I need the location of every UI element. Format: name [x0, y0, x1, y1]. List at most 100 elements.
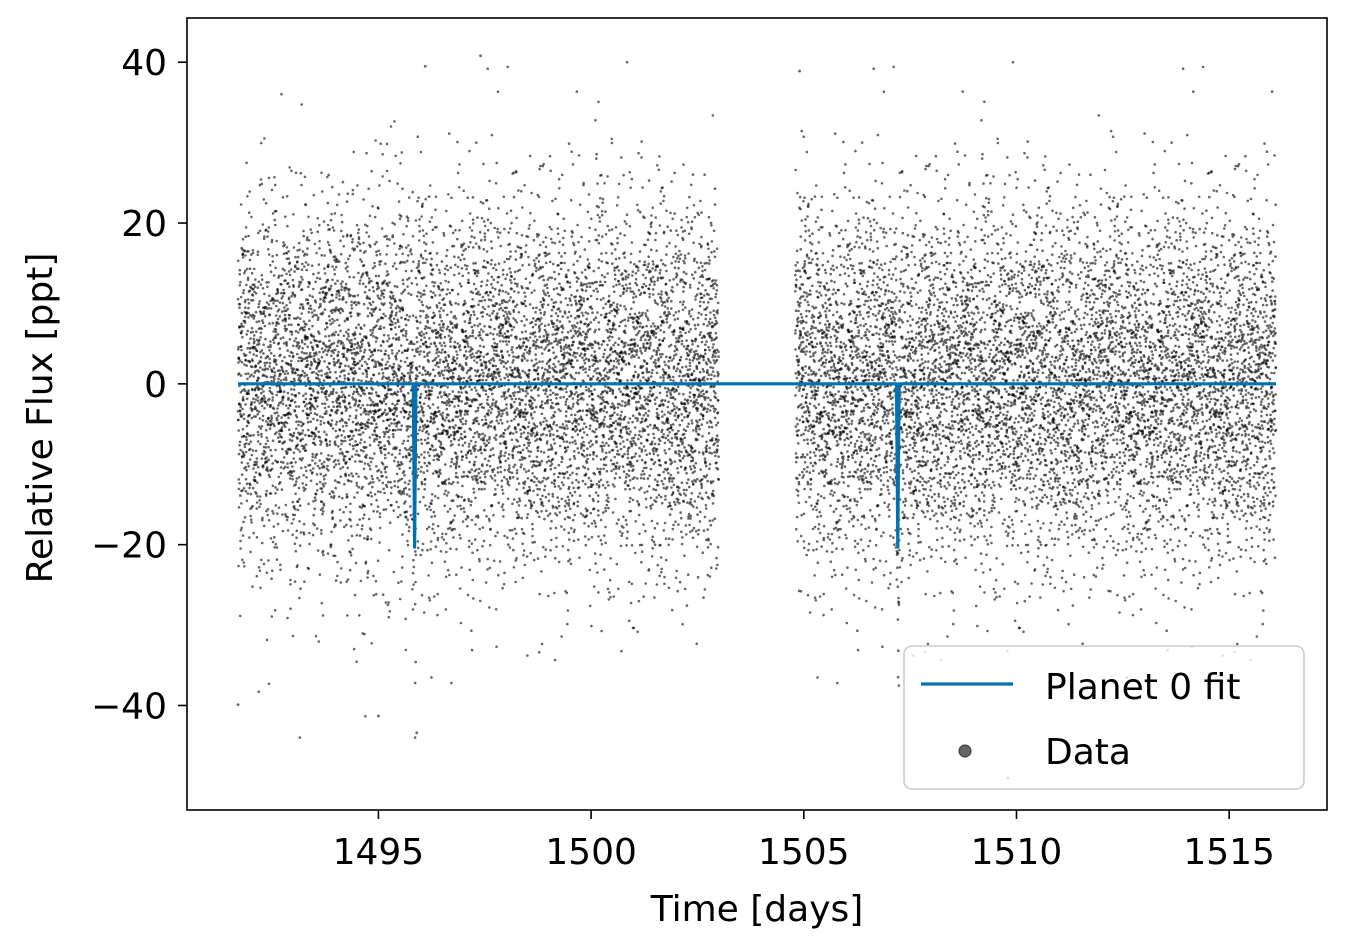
- data-point: [279, 372, 282, 376]
- data-point: [324, 392, 328, 396]
- data-point: [333, 479, 337, 482]
- data-point: [295, 415, 299, 419]
- data-point: [301, 432, 304, 435]
- data-point: [254, 415, 258, 418]
- data-point: [408, 315, 412, 318]
- data-point: [466, 413, 469, 416]
- data-point: [524, 295, 527, 298]
- data-point: [319, 423, 323, 426]
- data-point: [495, 400, 498, 403]
- data-point: [275, 431, 278, 434]
- data-point: [401, 187, 404, 190]
- data-point: [281, 301, 285, 305]
- data-point: [382, 399, 386, 403]
- data-point: [320, 528, 323, 532]
- data-point: [334, 348, 337, 352]
- data-point: [368, 396, 371, 400]
- data-point: [243, 565, 246, 568]
- data-point: [320, 171, 323, 175]
- data-point: [384, 363, 388, 366]
- data-point: [321, 512, 324, 516]
- data-point: [454, 229, 457, 232]
- data-point: [395, 311, 398, 315]
- data-point: [530, 402, 534, 405]
- data-point: [309, 228, 313, 231]
- data-point: [427, 596, 431, 599]
- data-point: [502, 365, 506, 368]
- data-point: [258, 401, 261, 405]
- data-point: [528, 488, 532, 492]
- data-point: [295, 427, 298, 431]
- data-point: [376, 490, 380, 493]
- data-point: [491, 470, 495, 474]
- data-point: [276, 333, 280, 336]
- data-point: [469, 378, 473, 382]
- data-point: [277, 308, 281, 311]
- data-point: [359, 258, 362, 261]
- data-point: [355, 303, 358, 307]
- data-point: [284, 404, 288, 407]
- data-point: [297, 285, 301, 289]
- data-point: [400, 462, 404, 466]
- data-point: [532, 317, 535, 320]
- data-point: [242, 413, 245, 416]
- data-point: [459, 377, 463, 380]
- data-point: [395, 472, 399, 476]
- data-point: [394, 313, 398, 317]
- data-point: [346, 316, 350, 320]
- data-point: [323, 308, 327, 311]
- data-point: [388, 238, 391, 241]
- data-point: [247, 341, 251, 345]
- data-point: [486, 279, 489, 282]
- data-point: [290, 470, 294, 473]
- data-point: [240, 311, 244, 315]
- data-point: [265, 307, 269, 310]
- data-point: [257, 320, 261, 323]
- data-point: [294, 393, 298, 397]
- data-point: [524, 244, 528, 247]
- data-point: [513, 400, 516, 404]
- data-point: [415, 340, 419, 344]
- data-point: [411, 361, 414, 364]
- data-point: [261, 518, 264, 522]
- data-point: [405, 410, 408, 414]
- data-point: [499, 442, 502, 445]
- data-point: [501, 503, 505, 506]
- data-point: [508, 466, 511, 470]
- data-point: [274, 328, 278, 331]
- data-point: [405, 456, 408, 459]
- data-point: [418, 365, 421, 368]
- data-point: [492, 333, 495, 336]
- data-point: [442, 341, 446, 345]
- data-point: [416, 375, 420, 378]
- data-point: [310, 311, 314, 314]
- data-point: [264, 201, 268, 205]
- data-point: [320, 601, 324, 605]
- data-point: [503, 260, 506, 264]
- data-point: [386, 360, 389, 364]
- data-point: [437, 474, 441, 477]
- data-point: [473, 313, 476, 317]
- data-point: [518, 499, 522, 503]
- data-point: [369, 491, 373, 494]
- data-point: [412, 558, 415, 562]
- data-point: [258, 569, 262, 572]
- data-point: [478, 476, 482, 480]
- data-point: [406, 401, 409, 405]
- data-point: [296, 255, 300, 259]
- data-point: [377, 468, 381, 472]
- data-point: [516, 440, 520, 443]
- data-point: [343, 346, 346, 350]
- data-point: [478, 322, 482, 326]
- data-point: [267, 303, 271, 306]
- data-point: [354, 440, 357, 443]
- data-point: [326, 201, 330, 205]
- data-point: [303, 175, 307, 179]
- data-point: [496, 230, 499, 234]
- data-point: [503, 376, 507, 380]
- data-point: [334, 458, 337, 462]
- data-point: [471, 222, 475, 225]
- data-point: [398, 597, 402, 601]
- data-point: [340, 390, 344, 394]
- data-point: [427, 195, 431, 198]
